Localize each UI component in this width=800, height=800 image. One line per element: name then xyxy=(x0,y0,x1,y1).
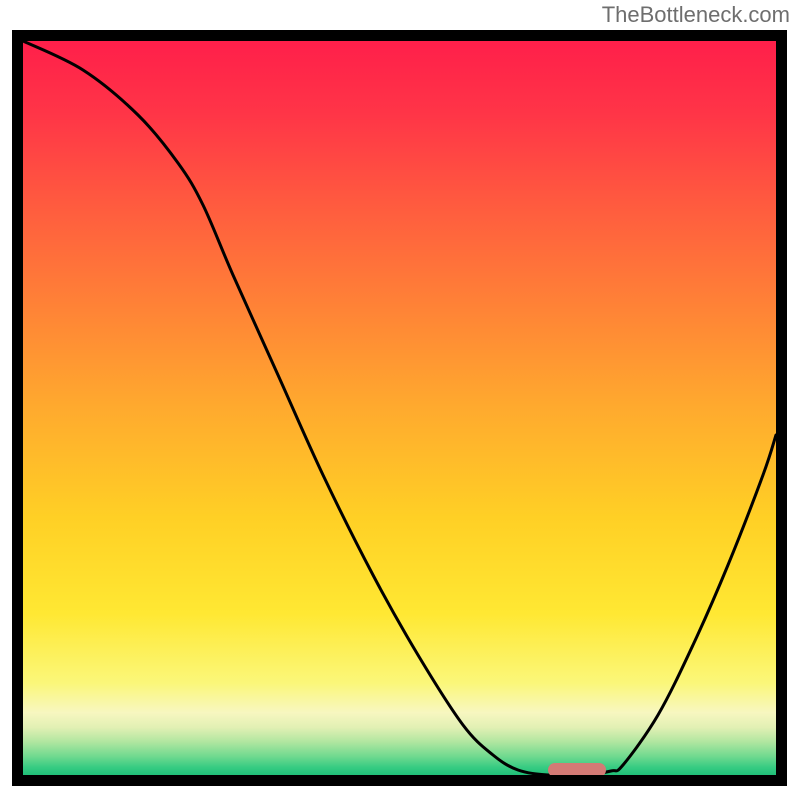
watermark-text: TheBottleneck.com xyxy=(602,2,790,28)
plot-area xyxy=(23,41,776,775)
gradient-background xyxy=(23,41,776,775)
root-container: TheBottleneck.com xyxy=(0,0,800,800)
